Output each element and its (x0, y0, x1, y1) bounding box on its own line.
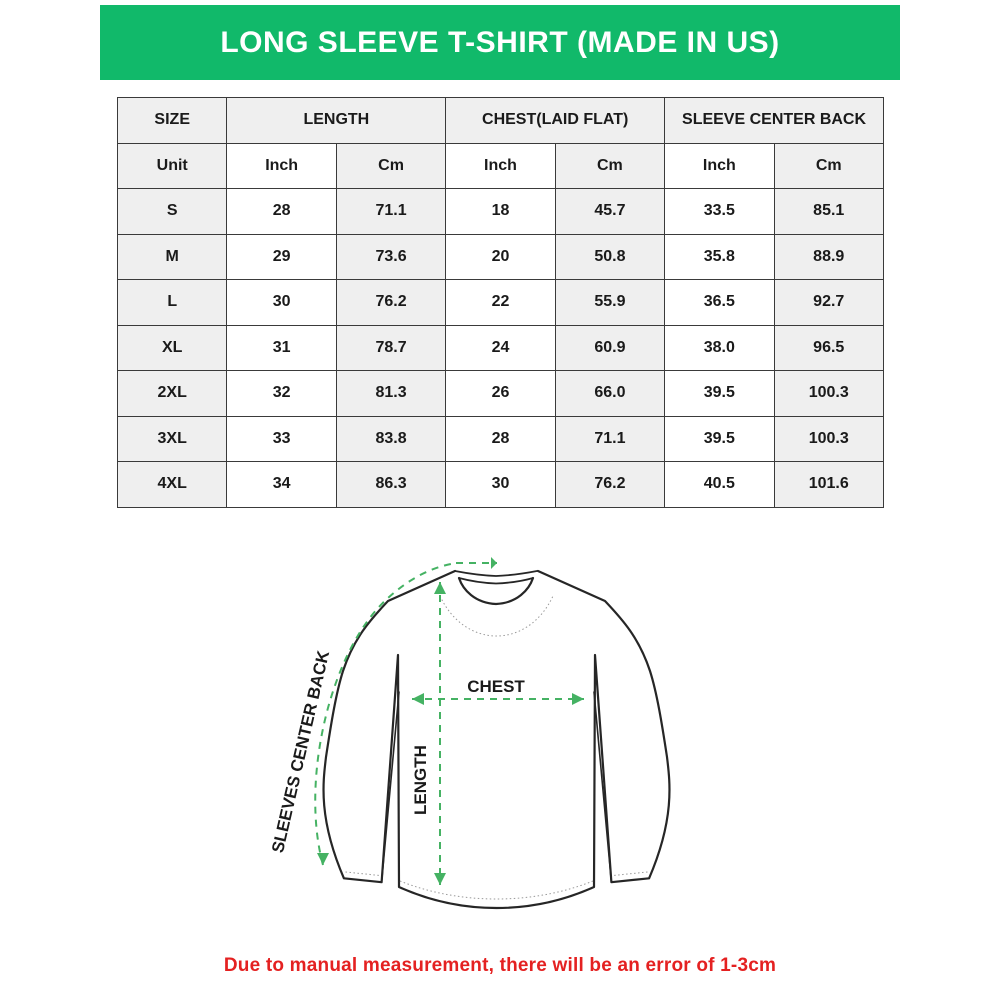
svg-text:CHEST: CHEST (467, 677, 525, 696)
svg-text:LENGTH: LENGTH (411, 745, 430, 815)
svg-text:SLEEVES CENTER BACK: SLEEVES CENTER BACK (268, 648, 333, 855)
